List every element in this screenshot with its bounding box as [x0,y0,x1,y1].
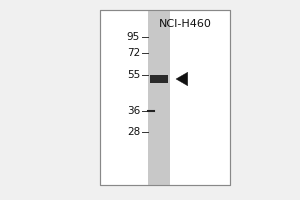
Text: 28: 28 [127,127,140,137]
Text: 95: 95 [127,32,140,42]
Text: NCI-H460: NCI-H460 [159,19,212,29]
Bar [100,10,230,185]
Bar [100,10,230,185]
Bar [150,75,168,83]
Bar [148,10,170,185]
Text: 55: 55 [127,70,140,80]
Text: 36: 36 [127,106,140,116]
Polygon shape [176,72,188,86]
Text: 72: 72 [127,48,140,58]
